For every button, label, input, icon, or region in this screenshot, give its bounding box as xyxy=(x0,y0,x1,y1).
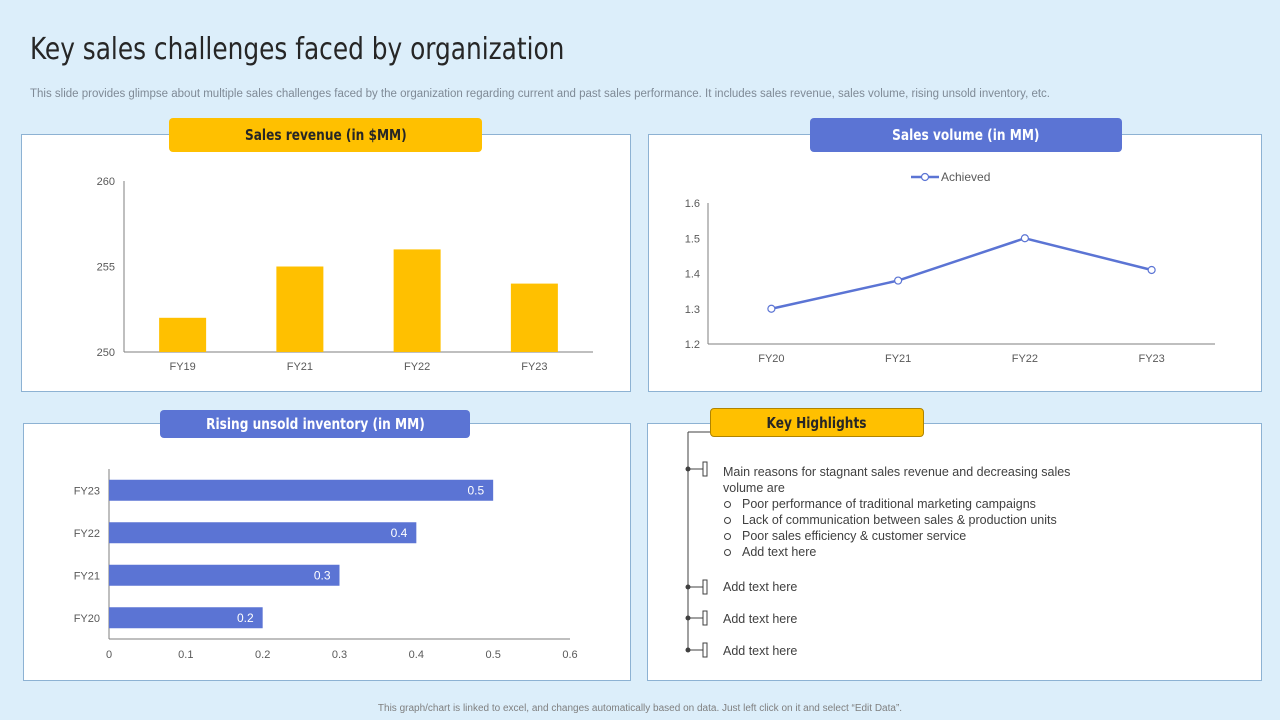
achieved-point xyxy=(1147,265,1156,275)
sub-bullet-icon xyxy=(724,533,731,540)
revenue-bar xyxy=(510,283,558,352)
highlight-extra-item: Add text here xyxy=(723,580,798,594)
sales-revenue-chart[interactable]: 250 255 260 FY19 FY21 FY22 FY23 xyxy=(21,134,631,392)
y-tick-label: FY21 xyxy=(74,570,100,582)
revenue-bar xyxy=(276,266,324,352)
x-tick-label: FY23 xyxy=(521,361,547,373)
bar-data-label: 0.2 xyxy=(237,611,254,625)
highlight-sub-item: Lack of communication between sales & pr… xyxy=(742,513,1057,527)
revenue-bar xyxy=(159,317,207,352)
sales-volume-chart[interactable]: 1.2 1.3 1.4 1.5 1.6 FY20 FY21 FY22 FY23 Achieved xyxy=(648,134,1262,392)
page-title: Key sales challenges faced by organizati… xyxy=(30,32,565,67)
highlight-main-line-1: Main reasons for stagnant sales revenue … xyxy=(723,465,1071,479)
page-subtitle: This slide provides glimpse about multip… xyxy=(30,88,1051,100)
highlight-sub-item: Add text here xyxy=(742,545,817,559)
highlight-marker-3 xyxy=(685,610,708,626)
x-tick-label: 0.6 xyxy=(562,649,577,661)
sales-volume-panel xyxy=(648,134,1262,392)
highlight-marker-1 xyxy=(685,461,708,477)
x-tick-label: FY22 xyxy=(1012,353,1038,365)
inventory-title-text: Rising unsold inventory (in MM) xyxy=(205,415,425,433)
sub-bullet-icon xyxy=(724,517,731,524)
x-tick-label: 0.4 xyxy=(409,649,424,661)
achieved-point xyxy=(1020,234,1029,243)
x-tick-label: 0.2 xyxy=(255,649,270,661)
page-footer: This graph/chart is linked to excel, and… xyxy=(377,703,903,714)
highlight-sub-item: Poor sales efficiency & customer service xyxy=(742,529,967,543)
y-tick-label: 250 xyxy=(97,347,115,359)
inventory-panel xyxy=(23,423,631,681)
x-tick-label: FY21 xyxy=(287,361,313,373)
x-tick-label: FY19 xyxy=(169,361,195,373)
sales-revenue-title-text: Sales revenue (in $MM) xyxy=(244,126,407,144)
highlight-sub-item: Poor performance of traditional marketin… xyxy=(742,497,1036,511)
highlight-marker-4 xyxy=(685,642,708,658)
highlight-extra-item: Add text here xyxy=(723,644,798,658)
highlights-title-text: Key Highlights xyxy=(767,413,867,432)
sales-revenue-title: Sales revenue (in $MM) xyxy=(169,118,482,152)
x-tick-label: 0 xyxy=(106,649,112,661)
x-tick-label: FY22 xyxy=(404,361,430,373)
y-tick-label: FY23 xyxy=(74,485,100,497)
revenue-bar xyxy=(393,249,441,352)
inventory-bar xyxy=(109,479,494,501)
inventory-title: Rising unsold inventory (in MM) xyxy=(160,410,470,438)
y-tick-label: 1.4 xyxy=(685,269,700,281)
y-tick-label: 1.6 xyxy=(685,198,700,210)
inventory-chart[interactable]: 0 0.1 0.2 0.3 0.4 0.5 0.6 0.2 FY20 0.3 FY21 0.4 FY22… xyxy=(23,423,631,681)
achieved-point xyxy=(894,276,903,285)
sub-bullet-icon xyxy=(724,501,731,508)
highlights-panel xyxy=(647,423,1262,681)
x-tick-label: 0.3 xyxy=(332,649,347,661)
inventory-bar xyxy=(109,522,417,544)
x-tick-label: 0.5 xyxy=(486,649,501,661)
achieved-series-line xyxy=(771,236,1152,310)
y-tick-label: 1.3 xyxy=(685,304,700,316)
x-tick-label: 0.1 xyxy=(178,649,193,661)
achieved-point xyxy=(767,304,776,313)
highlight-extra-item: Add text here xyxy=(723,612,798,626)
bar-data-label: 0.4 xyxy=(391,526,408,540)
sales-volume-title: Sales volume (in MM) xyxy=(810,118,1122,152)
highlight-marker-2 xyxy=(685,579,708,595)
sub-bullet-icon xyxy=(724,549,731,556)
highlight-main-line-2: volume are xyxy=(723,481,785,495)
y-tick-label: 1.5 xyxy=(685,233,700,245)
legend-label: Achieved xyxy=(941,170,990,184)
x-tick-label: FY20 xyxy=(758,353,784,365)
x-tick-label: FY23 xyxy=(1138,353,1164,365)
y-tick-label: 1.2 xyxy=(685,339,700,351)
bar-data-label: 0.5 xyxy=(467,483,484,497)
y-tick-label: FY22 xyxy=(74,528,100,540)
sales-volume-title-text: Sales volume (in MM) xyxy=(892,126,1040,144)
inventory-bar xyxy=(109,607,263,629)
y-tick-label: 255 xyxy=(97,262,115,274)
bar-data-label: 0.3 xyxy=(314,568,331,582)
highlights-title: Key Highlights xyxy=(710,408,924,437)
y-tick-label: 260 xyxy=(97,176,115,188)
y-tick-label: FY20 xyxy=(74,613,100,625)
inventory-bar xyxy=(109,564,340,586)
legend-marker xyxy=(920,172,930,182)
x-tick-label: FY21 xyxy=(885,353,911,365)
